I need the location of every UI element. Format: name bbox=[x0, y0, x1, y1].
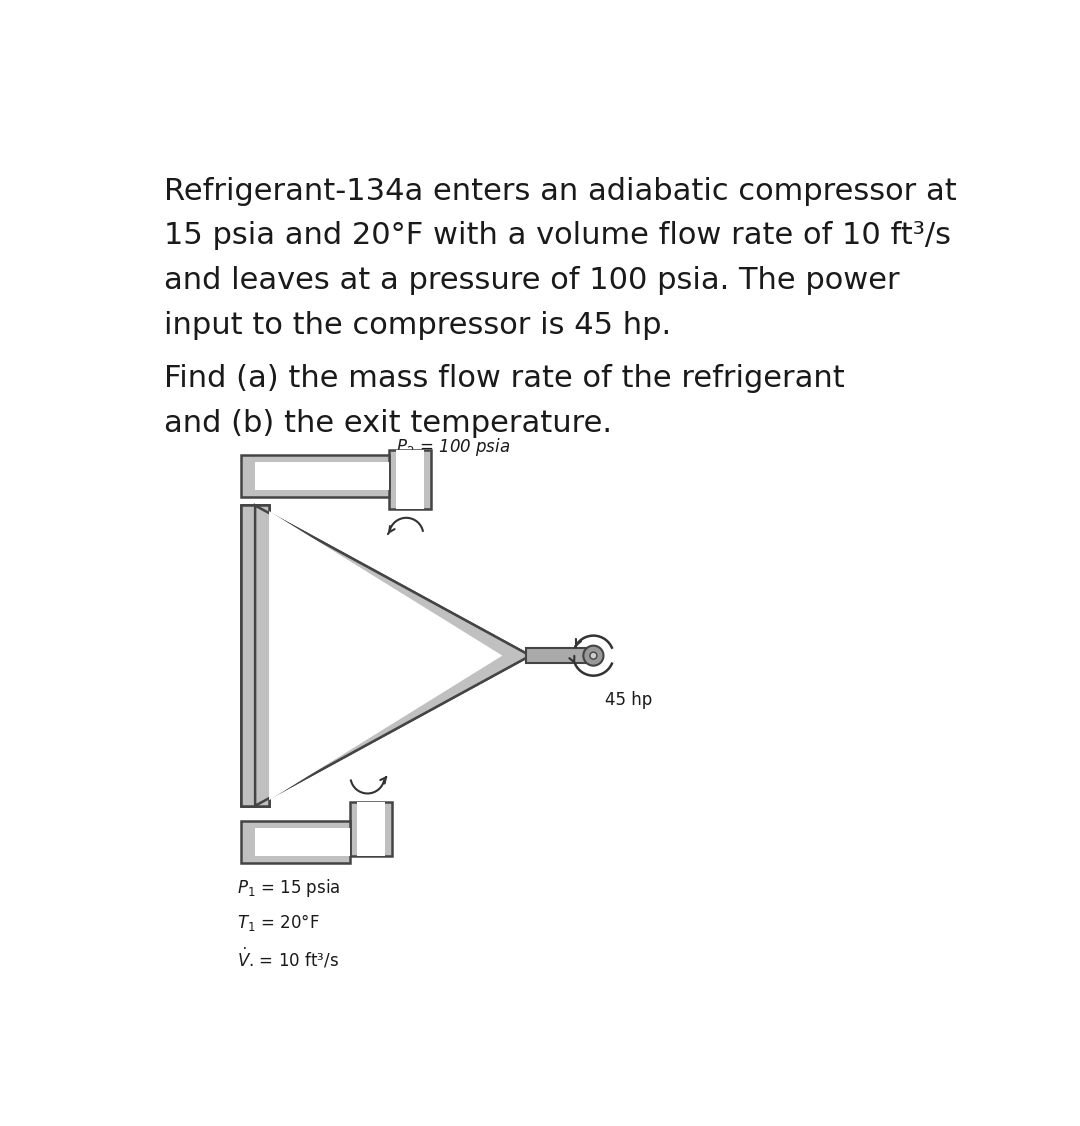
Bar bbox=[396, 450, 424, 509]
Bar bbox=[350, 802, 392, 856]
Bar bbox=[357, 802, 386, 856]
Bar bbox=[241, 506, 269, 806]
Bar bbox=[241, 506, 269, 806]
Bar bbox=[255, 828, 350, 856]
Bar bbox=[526, 647, 589, 663]
Text: Find (a) the mass flow rate of the refrigerant: Find (a) the mass flow rate of the refri… bbox=[164, 365, 846, 393]
Text: $P_1$ = 15 psia: $P_1$ = 15 psia bbox=[238, 877, 340, 900]
Text: $\dot{V}$. = 10 ft³/s: $\dot{V}$. = 10 ft³/s bbox=[238, 947, 339, 971]
Polygon shape bbox=[269, 511, 502, 801]
Text: input to the compressor is 45 hp.: input to the compressor is 45 hp. bbox=[164, 311, 672, 340]
Text: 45 hp: 45 hp bbox=[605, 691, 652, 709]
Text: $P_2$ = 100 psia: $P_2$ = 100 psia bbox=[395, 436, 510, 458]
Text: Refrigerant-134a enters an adiabatic compressor at: Refrigerant-134a enters an adiabatic com… bbox=[164, 177, 957, 206]
Bar bbox=[241, 506, 269, 806]
Polygon shape bbox=[255, 506, 530, 806]
Text: and (b) the exit temperature.: and (b) the exit temperature. bbox=[164, 409, 612, 438]
Bar bbox=[389, 450, 431, 509]
Bar bbox=[241, 455, 389, 497]
Text: R-134a: R-134a bbox=[321, 637, 380, 655]
Text: $T_1$ = 20°F: $T_1$ = 20°F bbox=[238, 912, 320, 933]
Text: and leaves at a pressure of 100 psia. The power: and leaves at a pressure of 100 psia. Th… bbox=[164, 266, 900, 295]
Circle shape bbox=[590, 652, 597, 659]
Text: 15 psia and 20°F with a volume flow rate of 10 ft³/s: 15 psia and 20°F with a volume flow rate… bbox=[164, 222, 951, 250]
Bar bbox=[255, 463, 389, 490]
Circle shape bbox=[583, 645, 604, 665]
Bar bbox=[241, 821, 350, 863]
Polygon shape bbox=[255, 506, 530, 806]
Polygon shape bbox=[269, 511, 502, 801]
